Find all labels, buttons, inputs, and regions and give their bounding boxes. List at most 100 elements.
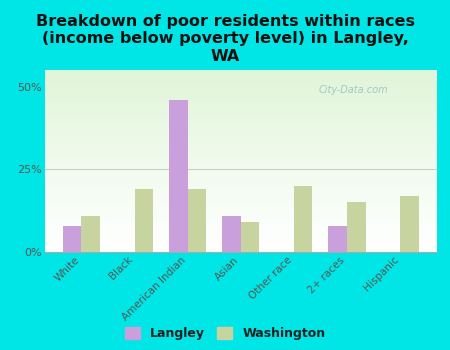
Bar (45, 201, 436, 202)
Bar (45, 123, 436, 124)
Bar (45, 153, 436, 154)
Bar (45, 182, 436, 183)
Bar (45, 205, 436, 206)
Bar (45, 221, 436, 222)
Bar (45, 132, 436, 133)
Bar (45, 105, 436, 106)
Bar (45, 125, 436, 126)
Bar (45, 118, 436, 119)
Bar (45, 109, 436, 110)
Bar (45, 198, 436, 199)
Bar (45, 100, 436, 101)
Bar (45, 83, 436, 84)
Bar (45, 226, 436, 228)
Bar (45, 134, 436, 135)
Bar (45, 200, 436, 201)
Bar (45, 228, 436, 229)
Bar (45, 229, 436, 230)
Bar (45, 172, 436, 173)
Bar (45, 92, 436, 93)
Bar (45, 242, 436, 243)
Bar (45, 147, 436, 148)
Bar (45, 194, 436, 195)
Bar (45, 177, 436, 178)
Bar (45, 127, 436, 128)
Bar (45, 91, 436, 92)
Bar (45, 217, 436, 218)
Bar (45, 90, 436, 91)
Bar (45, 249, 436, 250)
Bar (45, 178, 436, 179)
Bar (241, 222, 259, 252)
Bar (45, 215, 436, 216)
Bar (45, 88, 436, 89)
Bar (45, 133, 436, 134)
Bar (45, 236, 436, 237)
Bar (45, 173, 436, 174)
Bar (45, 112, 436, 113)
Bar (45, 222, 436, 223)
Bar (45, 244, 436, 245)
Bar (45, 116, 436, 117)
Bar (45, 187, 436, 188)
Bar (45, 220, 436, 221)
Bar (45, 232, 436, 233)
Bar (45, 135, 436, 137)
Bar (45, 184, 436, 185)
Bar (45, 85, 436, 86)
Bar (45, 98, 436, 99)
Bar (45, 102, 436, 103)
Bar (45, 214, 436, 215)
Bar (45, 223, 436, 224)
Bar (81, 216, 100, 252)
Bar (45, 144, 436, 145)
Bar (45, 152, 436, 153)
Bar (45, 159, 436, 160)
Bar (45, 78, 436, 79)
Bar (45, 75, 436, 76)
Bar (222, 216, 241, 252)
Bar (45, 196, 436, 197)
Bar (45, 199, 436, 200)
Bar (45, 126, 436, 127)
Bar (45, 197, 436, 198)
Bar (45, 108, 436, 109)
Bar (45, 150, 436, 151)
Bar (45, 204, 436, 205)
Bar (45, 181, 436, 182)
Bar (63, 225, 81, 252)
Bar (45, 170, 436, 171)
Bar (45, 164, 436, 166)
Bar (45, 250, 436, 251)
Bar (45, 210, 436, 211)
Bar (45, 163, 436, 164)
Bar (45, 71, 436, 72)
Bar (45, 136, 436, 137)
Bar (45, 129, 436, 130)
Bar (45, 241, 436, 242)
Bar (45, 218, 436, 219)
Bar (45, 161, 436, 162)
Bar (45, 206, 436, 208)
Bar (45, 124, 436, 125)
Bar (45, 179, 436, 180)
Bar (45, 82, 436, 83)
Bar (45, 72, 436, 73)
Bar (45, 154, 436, 155)
Bar (45, 180, 436, 181)
Bar (45, 94, 436, 95)
Bar (45, 245, 436, 246)
Bar (45, 106, 436, 107)
Bar (45, 148, 436, 149)
Bar (45, 122, 436, 123)
Bar (45, 191, 436, 192)
Bar (45, 84, 436, 85)
Bar (45, 81, 436, 82)
Bar (45, 208, 436, 209)
Bar (45, 107, 436, 108)
Bar (45, 186, 436, 187)
Bar (45, 234, 436, 235)
Bar (45, 140, 436, 141)
Bar (45, 149, 436, 150)
Bar (45, 86, 436, 87)
